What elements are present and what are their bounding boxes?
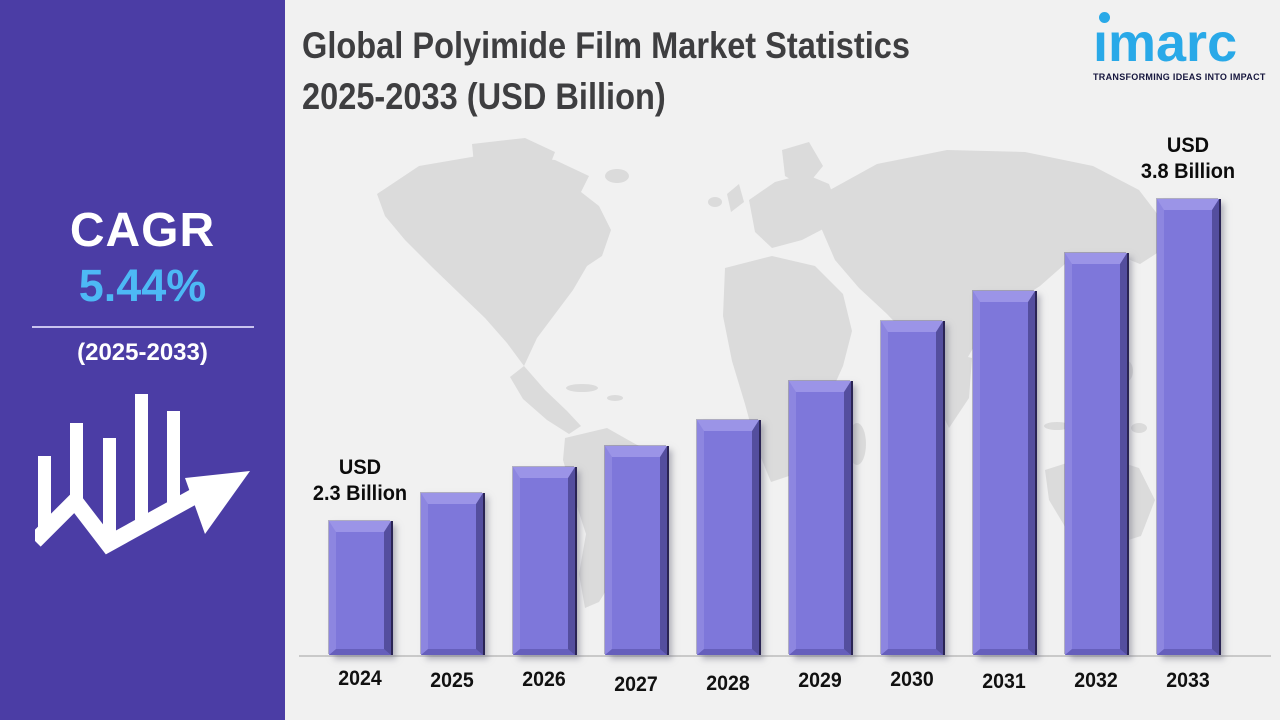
x-tick-2033: 2033: [1166, 669, 1210, 692]
logo-tagline: TRANSFORMING IDEAS INTO IMPACT: [1093, 72, 1266, 82]
logo-brand: ımarc: [1093, 13, 1238, 73]
x-tick-2032: 2032: [1074, 669, 1118, 692]
x-tick-2031: 2031: [982, 670, 1026, 693]
bar-2028: [697, 420, 759, 655]
bar-2033: [1157, 199, 1219, 655]
x-axis-line: [299, 655, 1271, 657]
cagr-period: (2025-2033): [77, 339, 208, 366]
x-tick-2030: 2030: [890, 668, 934, 691]
bar-2032: [1065, 253, 1127, 655]
sidebar: CAGR 5.44% (2025-2033): [0, 0, 285, 720]
bar-2026: [513, 467, 575, 655]
bar-plot: 2024 2025 2026 2027 2028 2029 2030 2031 2032 2033…: [299, 0, 1271, 696]
chart-area: Global Polyimide Film Market Statistics …: [285, 0, 1280, 720]
x-tick-2025: 2025: [430, 669, 474, 692]
x-tick-2024: 2024: [338, 667, 382, 690]
x-tick-2027: 2027: [614, 673, 658, 696]
cagr-label: CAGR: [69, 204, 216, 257]
bar-2029: [789, 381, 851, 655]
x-tick-2029: 2029: [798, 669, 842, 692]
bar-2027: [605, 446, 667, 655]
bar-2031: [973, 291, 1035, 655]
cagr-value: 5.44%: [78, 260, 207, 311]
title-line-2: 2025-2033 (USD Billion): [302, 76, 666, 117]
imarc-logo: ımarc TRANSFORMING IDEAS INTO IMPACT: [1093, 6, 1278, 82]
page-title: Global Polyimide Film Market Statistics …: [302, 20, 910, 122]
x-tick-2026: 2026: [522, 668, 566, 691]
logo-dot-icon: [1099, 12, 1110, 23]
value-label-2033: USD 3.8 Billion: [1140, 134, 1236, 183]
cagr-divider: [31, 326, 254, 328]
growth-chart-arrow-icon: [0, 391, 285, 561]
value-label-2024: USD 2.3 Billion: [312, 456, 408, 505]
x-tick-2028: 2028: [706, 672, 750, 695]
title-line-1: Global Polyimide Film Market Statistics: [302, 25, 910, 66]
bar-2025: [421, 493, 483, 655]
bar-2024: [329, 521, 391, 655]
bar-2030: [881, 321, 943, 655]
